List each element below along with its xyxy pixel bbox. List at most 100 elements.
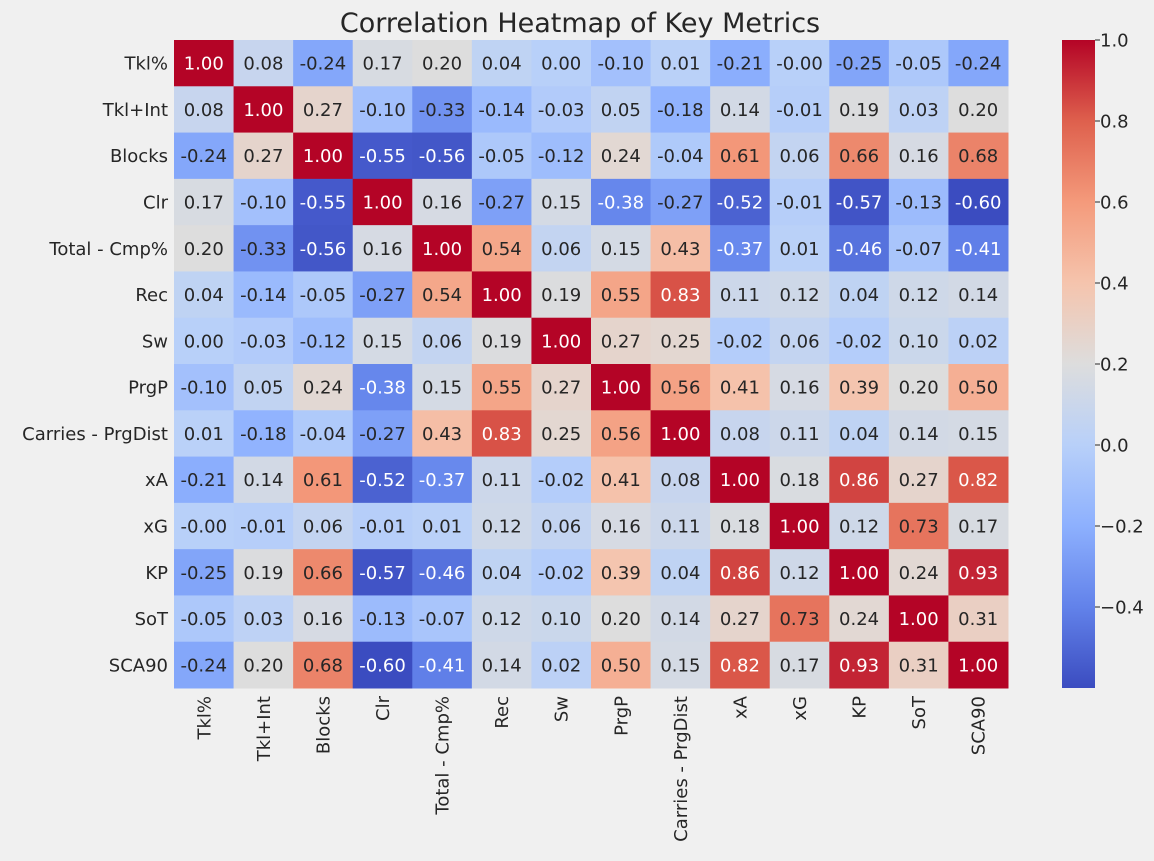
heatmap-cell [591,40,652,87]
cell-value-label: 1.00 [660,424,700,445]
heatmap-cell [531,641,592,689]
heatmap-cell [591,595,652,643]
heatmap-cell [650,225,711,272]
heatmap-cell [352,225,413,272]
heatmap-cell [531,40,592,87]
column-tick-label: KP [850,696,871,719]
cell-value-label: -0.46 [836,239,883,260]
cell-value-label: 0.14 [958,285,998,306]
cell-value-label: -0.27 [657,193,704,214]
row-tick-label: xA [145,470,169,491]
heatmap-cell [233,502,294,550]
cell-value-label: 0.24 [601,146,641,167]
heatmap-cell [710,595,771,643]
cell-value-label: 0.17 [779,655,819,676]
cell-value-label: 1.00 [601,378,641,399]
cell-value-label: 0.18 [779,470,819,491]
heatmap-cell [293,317,354,365]
cell-value-label: 0.31 [958,609,998,630]
cell-value-label: -0.07 [419,609,466,630]
heatmap-cell [888,132,949,180]
heatmap-cell [352,456,413,504]
cell-value-label: -0.10 [359,100,406,121]
chart-title: Correlation Heatmap of Key Metrics [340,8,820,39]
cell-value-label: 0.11 [779,424,819,445]
heatmap-cell [412,502,473,550]
cell-value-label: 0.04 [839,285,879,306]
cell-value-label: 0.08 [660,470,700,491]
heatmap-cell [471,364,532,411]
heatmap-cell [829,364,890,411]
heatmap-cell [888,502,949,550]
cell-value-label: 0.27 [899,470,939,491]
heatmap-cell [233,132,294,180]
column-tick-label: xG [790,696,811,721]
heatmap-cell [710,502,771,550]
heatmap-cell [412,317,473,365]
heatmap-cell [769,40,830,87]
heatmap-cell [531,178,592,226]
cell-value-label: 1.00 [839,563,879,584]
heatmap-cell [471,86,532,134]
row-tick-label: Carries - PrgDist [22,424,168,445]
heatmap-cell [412,364,473,411]
heatmap-cell [769,502,830,550]
cell-value-label: 0.20 [601,609,641,630]
heatmap-cell [293,410,354,458]
row-tick-label: Tkl% [123,54,168,75]
heatmap-cell [888,225,949,272]
cell-value-label: -0.41 [419,655,466,676]
cell-value-label: 0.25 [660,331,700,352]
cell-value-label: 0.68 [958,146,998,167]
cell-value-label: 0.03 [899,100,939,121]
cell-value-label: 0.50 [601,655,641,676]
cell-value-label: -0.24 [180,146,227,167]
heatmap-cell [888,86,949,134]
cell-value-label: 0.19 [243,563,283,584]
heatmap-cell [174,595,235,643]
cell-value-label: -0.01 [359,517,406,538]
heatmap-cell [233,271,294,319]
heatmap-cell [769,132,830,180]
cell-value-label: 0.14 [720,100,760,121]
heatmap-cell [948,271,1009,319]
cell-value-label: 1.00 [541,331,581,352]
heatmap-cell [293,86,354,134]
column-labels: Tkl% Tkl+Int Blocks Clr Total - Cmp% Rec Sw Prg… [194,695,989,842]
cell-value-label: -0.60 [359,655,406,676]
heatmap-cell [710,225,771,272]
cell-value-label: 1.00 [779,517,819,538]
heatmap-cells: 1.00 0.08 -0.24 0.17 0.20 0.04 0.00 -0.10 0.01 -0… [174,40,1009,689]
column-tick-label: Total - Cmp% [433,696,454,816]
heatmap-cell [591,132,652,180]
heatmap-cell [710,86,771,134]
heatmap-cell [233,40,294,87]
heatmap-cell [233,410,294,458]
cell-value-label: 0.56 [601,424,641,445]
cell-value-label: 0.02 [958,331,998,352]
cell-value-label: -0.55 [300,193,347,214]
cell-value-label: 0.73 [779,609,819,630]
cell-value-label: 0.43 [422,424,462,445]
column-tick-label: Blocks [313,696,334,754]
heatmap-cell [412,86,473,134]
column-tick-label: Rec [492,696,513,729]
heatmap-cell [769,317,830,365]
heatmap-cell [829,595,890,643]
heatmap-cell [293,132,354,180]
heatmap-cell [888,317,949,365]
heatmap-cell [293,641,354,689]
cell-value-label: 0.55 [482,378,522,399]
row-tick-label: KP [145,563,168,584]
cell-value-label: 0.05 [243,378,283,399]
heatmap-cell [769,549,830,596]
heatmap-cell [710,317,771,365]
heatmap-cell [650,271,711,319]
heatmap-cell [829,502,890,550]
heatmap-cell [352,271,413,319]
cell-value-label: -0.41 [955,239,1002,260]
heatmap-cell [412,132,473,180]
row-tick-label: xG [143,517,168,538]
heatmap-cell [591,410,652,458]
heatmap-cell [829,86,890,134]
